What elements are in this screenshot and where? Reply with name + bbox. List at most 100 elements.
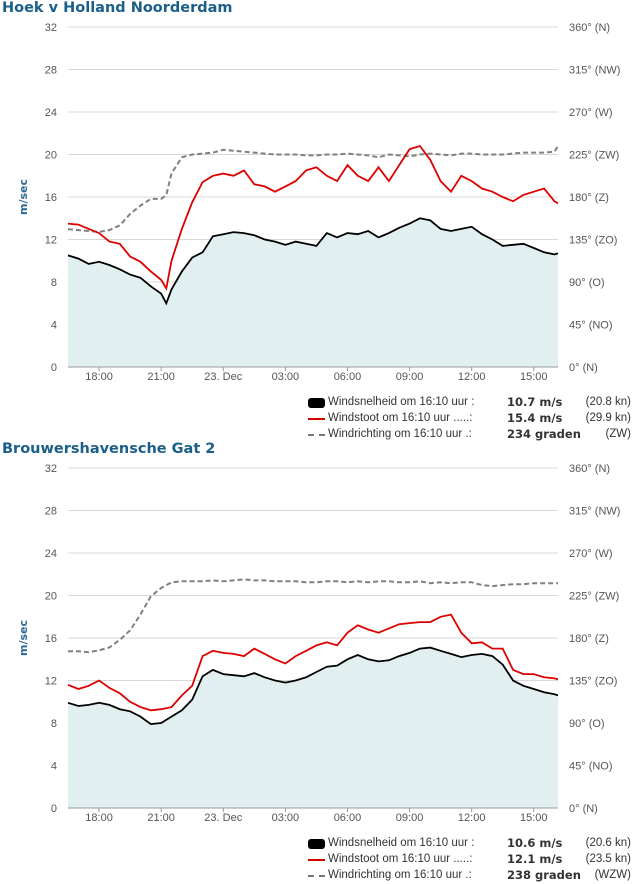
x-tick-label: 12:00	[458, 812, 486, 824]
series-line-windstoot	[67, 144, 559, 291]
y2-tick-label: 270° (W)	[569, 548, 613, 560]
legend-swatch-dashed-line	[308, 875, 325, 877]
x-tick-label: 12:00	[458, 371, 486, 383]
x-tick-label: 15:00	[520, 371, 548, 383]
wind-speed-area	[68, 218, 558, 367]
x-tick-label: 23. Dec	[204, 812, 242, 824]
x-tick-label: 21:00	[147, 812, 175, 824]
x-tick-label: 06:00	[334, 371, 362, 383]
y-tick-label: 24	[45, 548, 57, 560]
y2-tick-label: 180° (Z)	[569, 633, 609, 645]
y-tick-label: 0	[51, 803, 57, 815]
y2-tick-label: 360° (N)	[569, 463, 610, 475]
legend-swatch-black	[308, 398, 325, 408]
legend-label: Windsnelheid om 16:10 uur :	[328, 396, 475, 408]
legend-value: 10.7 m/s	[507, 395, 563, 409]
wind-chart-brouwershavensche-gat: 32 360° (N) 28 315° (NW) 24 270° (W) 20 225° (Z…	[17, 463, 620, 824]
y-tick-label: 16	[45, 192, 57, 204]
legend-swatch-dashed-line	[308, 434, 325, 436]
x-tick-label: 06:00	[334, 812, 362, 824]
x-tick-label: 18:00	[85, 812, 113, 824]
chart-legend: Windsnelheid om 16:10 uur : 10.7 m/s (20…	[308, 394, 633, 442]
legend-value: 10.6 m/s	[507, 836, 563, 850]
legend-item-windsnelheid[interactable]: Windsnelheid om 16:10 uur : 10.6 m/s (20…	[308, 835, 633, 851]
chart-panel-brouwershavensche-gat: Brouwershavensche Gat 2 32 360° (N) 28 315°…	[0, 441, 633, 884]
legend-label: Windsnelheid om 16:10 uur :	[328, 837, 475, 849]
legend-value: 15.4 m/s	[507, 411, 563, 425]
y2-tick-label: 135° (ZO)	[569, 235, 617, 247]
y-tick-label: 4	[51, 761, 57, 773]
x-tick-label: 15:00	[520, 812, 548, 824]
y-tick-label: 24	[45, 107, 57, 119]
x-tick-label: 03:00	[272, 371, 300, 383]
x-tick-label: 18:00	[85, 371, 113, 383]
y2-tick-label: 360° (N)	[569, 22, 610, 34]
y-tick-label: 0	[51, 362, 57, 374]
y2-tick-label: 225° (ZW)	[569, 591, 619, 603]
y2-tick-label: 180° (Z)	[569, 192, 609, 204]
legend-label: Windrichting om 16:10 uur .:	[328, 869, 472, 881]
legend-extra: (WZW)	[594, 869, 631, 881]
series-line-windsnelheid	[67, 646, 559, 726]
chart-title: Hoek v Holland Noorderdam	[2, 0, 233, 16]
x-tick-label: 23. Dec	[204, 371, 242, 383]
legend-extra: (20.6 kn)	[585, 837, 631, 849]
x-tick-label: 03:00	[272, 812, 300, 824]
legend-value: 234 graden	[507, 427, 581, 441]
y2-tick-label: 0° (N)	[569, 803, 598, 815]
y-tick-label: 12	[45, 676, 57, 688]
legend-swatch-black	[308, 839, 325, 849]
x-tick-label: 09:00	[396, 371, 424, 383]
y-tick-label: 32	[45, 22, 57, 34]
y-tick-label: 32	[45, 463, 57, 475]
series-line-windrichting	[68, 578, 558, 654]
y2-tick-label: 0° (N)	[569, 362, 598, 374]
legend-label: Windstoot om 16:10 uur .....:	[328, 853, 473, 865]
y2-tick-label: 315° (NW)	[569, 506, 620, 518]
y2-tick-label: 270° (W)	[569, 107, 613, 119]
legend-value: 12.1 m/s	[507, 852, 563, 866]
y-tick-label: 20	[45, 150, 57, 162]
y-tick-label: 28	[45, 65, 57, 77]
legend-extra: (29.9 kn)	[585, 412, 631, 424]
y-tick-label: 16	[45, 633, 57, 645]
legend-label: Windstoot om 16:10 uur .....:	[328, 412, 473, 424]
series-line-windsnelheid	[67, 217, 559, 306]
y2-tick-label: 135° (ZO)	[569, 676, 617, 688]
series-line-windstoot	[67, 613, 559, 712]
y2-tick-label: 225° (ZW)	[569, 150, 619, 162]
chart-title: Brouwershavensche Gat 2	[2, 441, 216, 457]
x-tick-label: 21:00	[147, 371, 175, 383]
legend-item-windrichting[interactable]: Windrichting om 16:10 uur .: 234 graden …	[308, 426, 633, 442]
legend-item-windstoot[interactable]: Windstoot om 16:10 uur .....: 12.1 m/s (…	[308, 851, 633, 867]
y2-tick-label: 45° (NO)	[569, 320, 613, 332]
y2-tick-label: 315° (NW)	[569, 65, 620, 77]
y-axis-title: m/sec	[17, 620, 30, 656]
y-tick-label: 12	[45, 235, 57, 247]
legend-swatch-red-line	[308, 859, 325, 861]
y2-tick-label: 45° (NO)	[569, 761, 613, 773]
y-tick-label: 28	[45, 506, 57, 518]
y2-tick-label: 90° (O)	[569, 718, 605, 730]
legend-extra: (20.8 kn)	[585, 396, 631, 408]
series-line-windrichting	[67, 145, 559, 233]
legend-item-windstoot[interactable]: Windstoot om 16:10 uur .....: 15.4 m/s (…	[308, 410, 633, 426]
legend-swatch-red-line	[308, 418, 325, 420]
y-tick-label: 8	[51, 277, 57, 289]
chart-panel-hoek-van-holland: Hoek v Holland Noorderdam 32 360° (N) 28 31…	[2, 0, 633, 442]
legend-item-windsnelheid[interactable]: Windsnelheid om 16:10 uur : 10.7 m/s (20…	[308, 394, 633, 410]
legend-item-windrichting[interactable]: Windrichting om 16:10 uur .: 238 graden …	[308, 867, 633, 883]
y-axis-title: m/sec	[17, 179, 30, 215]
y-tick-label: 8	[51, 718, 57, 730]
y-tick-label: 20	[45, 591, 57, 603]
x-tick-label: 09:00	[396, 812, 424, 824]
chart-legend: Windsnelheid om 16:10 uur : 10.6 m/s (20…	[308, 835, 633, 883]
legend-value: 238 graden	[507, 868, 581, 882]
y-tick-label: 4	[51, 320, 57, 332]
y2-tick-label: 90° (O)	[569, 277, 605, 289]
legend-extra: (23.5 kn)	[585, 853, 631, 865]
legend-label: Windrichting om 16:10 uur .:	[328, 428, 472, 440]
wind-chart-hoek-van-holland: 32 360° (N) 28 315° (NW) 24 270° (W) 20 225° (Z…	[17, 22, 620, 383]
legend-extra: (ZW)	[605, 428, 631, 440]
wind-speed-area	[68, 647, 558, 808]
